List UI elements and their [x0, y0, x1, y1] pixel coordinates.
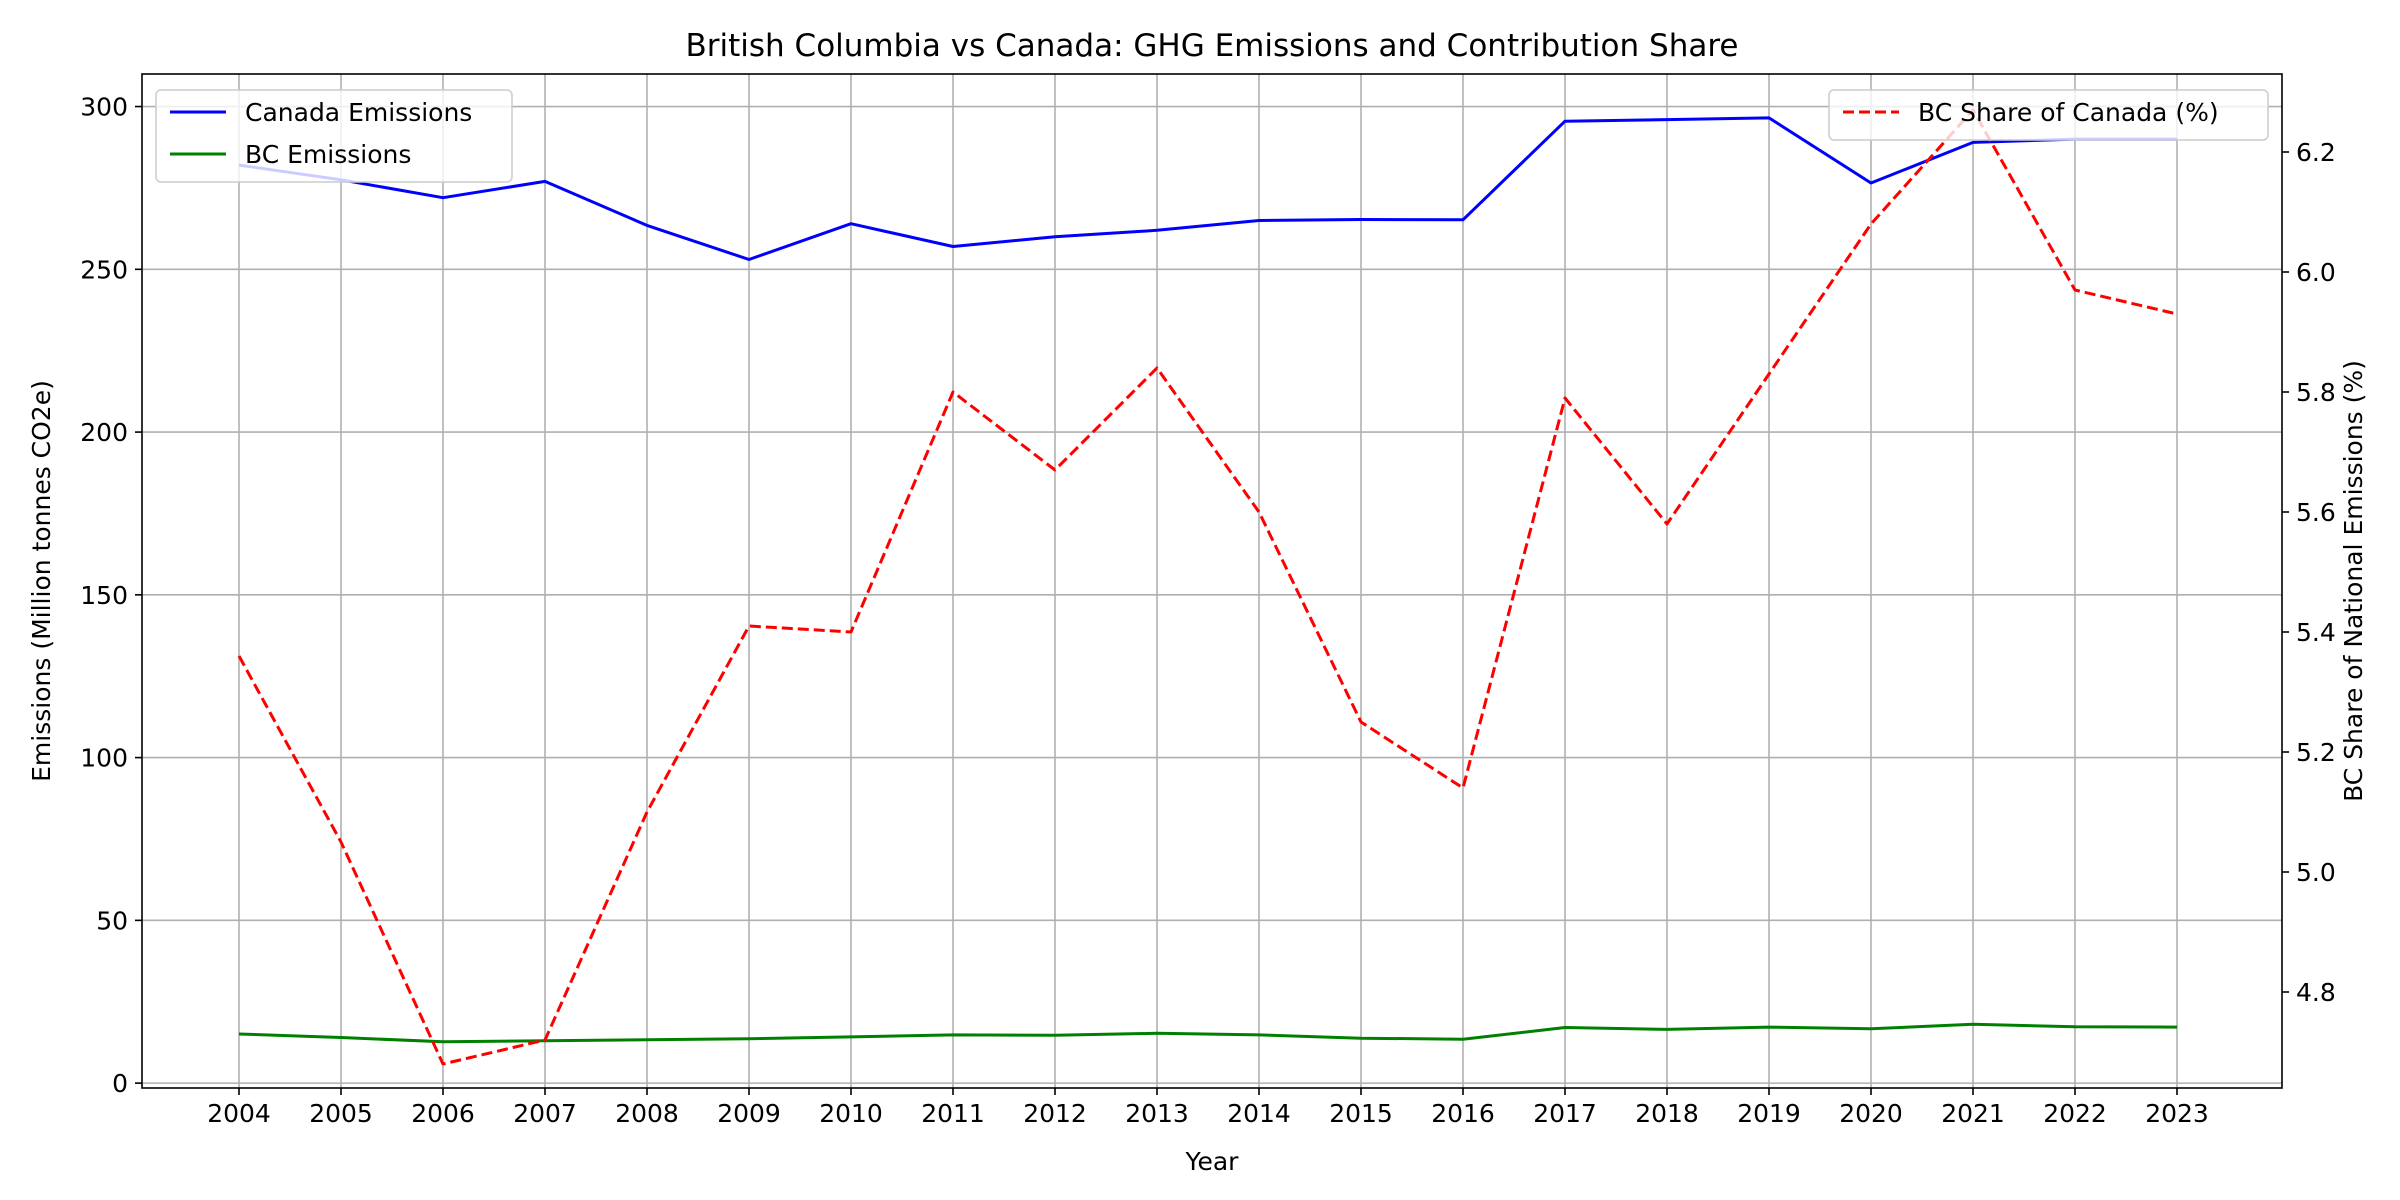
- y2-tick-label: 5.0: [2296, 858, 2336, 887]
- y-tick-label: 150: [80, 581, 128, 610]
- x-tick-label: 2018: [1635, 1099, 1699, 1128]
- x-tick-label: 2017: [1533, 1099, 1597, 1128]
- legend-right-box: [1828, 89, 2269, 141]
- series-line-bc-share-of-canada: [237, 108, 2178, 1066]
- y-tick-label: 50: [96, 906, 128, 935]
- series-line-canada-emissions: [238, 116, 2177, 261]
- y-tick-label: 0: [112, 1069, 128, 1098]
- legend-label-canada: Canada Emissions: [245, 98, 472, 127]
- y2-tick-label: 5.2: [2296, 738, 2336, 767]
- grid: [142, 74, 2282, 1088]
- y-axis-title: Emissions (Million tonnes CO2e): [27, 380, 56, 782]
- legend-label-share: BC Share of Canada (%): [1918, 98, 2219, 127]
- series-line-bc-emissions: [238, 1022, 2178, 1044]
- x-tick-label: 2008: [615, 1099, 679, 1128]
- x-tick-label: 2012: [1023, 1099, 1087, 1128]
- x-axis-title: Year: [1185, 1147, 1240, 1176]
- y2-axis-title: BC Share of National Emissions (%): [2339, 360, 2368, 802]
- x-tick-label: 2004: [207, 1099, 271, 1128]
- series-layer: [237, 108, 2178, 1066]
- legend-left-box: [155, 89, 513, 183]
- y-axis-left: 0 50 100 150 200 250 300: [80, 93, 142, 1098]
- y2-tick-label: 4.8: [2296, 978, 2336, 1007]
- y-axis-right: 4.8 5.0 5.2 5.4 5.6 5.8 6.0 6.2: [2282, 138, 2336, 1007]
- x-tick-label: 2023: [2145, 1099, 2209, 1128]
- x-tick-label: 2015: [1329, 1099, 1393, 1128]
- x-tick-label: 2006: [411, 1099, 475, 1128]
- legend-label-bc: BC Emissions: [245, 140, 411, 169]
- plot-frame: [141, 73, 2283, 1089]
- x-axis: 2004 2005 2006 2007 2008 2009 2010 2011 2012 2013…: [207, 1088, 2209, 1128]
- y-tick-label: 100: [80, 744, 128, 773]
- y-tick-label: 300: [80, 93, 128, 122]
- y2-tick-label: 5.8: [2296, 378, 2336, 407]
- x-tick-label: 2009: [717, 1099, 781, 1128]
- y-tick-label: 250: [80, 255, 128, 284]
- x-tick-label: 2014: [1227, 1099, 1291, 1128]
- x-tick-label: 2013: [1125, 1099, 1189, 1128]
- y2-tick-label: 6.0: [2296, 258, 2336, 287]
- y2-tick-label: 5.6: [2296, 498, 2336, 527]
- legend-left: Canada Emissions BC Emissions: [155, 89, 513, 183]
- x-tick-label: 2007: [513, 1099, 577, 1128]
- x-tick-label: 2011: [921, 1099, 985, 1128]
- chart-title: British Columbia vs Canada: GHG Emission…: [686, 28, 1739, 64]
- x-tick-label: 2019: [1737, 1099, 1801, 1128]
- x-tick-label: 2021: [1941, 1099, 2005, 1128]
- legend-right: BC Share of Canada (%): [1828, 89, 2269, 141]
- x-tick-label: 2005: [309, 1099, 373, 1128]
- y2-tick-label: 6.2: [2296, 138, 2336, 167]
- x-tick-label: 2010: [819, 1099, 883, 1128]
- y-tick-label: 200: [80, 418, 128, 447]
- y2-tick-label: 5.4: [2296, 618, 2336, 647]
- x-tick-label: 2022: [2043, 1099, 2107, 1128]
- x-tick-label: 2016: [1431, 1099, 1495, 1128]
- x-tick-label: 2020: [1839, 1099, 1903, 1128]
